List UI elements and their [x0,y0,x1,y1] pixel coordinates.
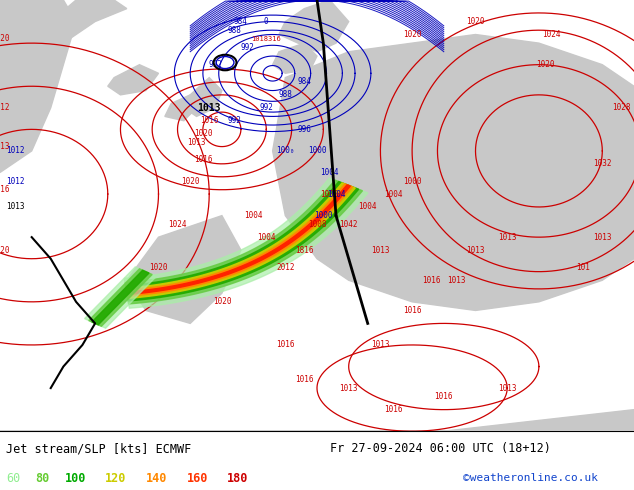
Polygon shape [273,34,634,311]
Text: 1016: 1016 [422,276,441,285]
Text: 1013: 1013 [6,202,25,212]
Polygon shape [126,184,353,296]
Text: 1016: 1016 [434,392,453,401]
Text: 1020: 1020 [466,17,485,26]
Text: 1004: 1004 [244,211,263,220]
Text: 160: 160 [186,472,208,485]
Text: 1016: 1016 [384,405,403,414]
Text: 101: 101 [576,263,590,272]
Text: 1024: 1024 [168,220,187,229]
Text: 100: 100 [65,472,86,485]
Text: 1013: 1013 [447,276,466,285]
Text: 60: 60 [6,472,20,485]
Text: 1012: 1012 [6,147,25,155]
Polygon shape [127,185,351,294]
Text: 1013: 1013 [339,384,358,392]
Text: 1016: 1016 [0,185,10,194]
Text: 0: 0 [264,17,269,26]
Text: 1012: 1012 [0,103,10,112]
Text: 2012: 2012 [276,263,295,272]
Text: 1013: 1013 [187,138,206,147]
Text: 1042: 1042 [339,220,358,229]
Text: Fr 27-09-2024 06:00 UTC (18+12): Fr 27-09-2024 06:00 UTC (18+12) [330,442,550,455]
Text: 1000: 1000 [307,147,327,155]
Text: 1004: 1004 [327,190,346,198]
Text: 996: 996 [297,125,311,134]
Text: 1020: 1020 [149,263,168,272]
Text: 1020: 1020 [403,30,422,39]
Text: 1024: 1024 [542,30,561,39]
Polygon shape [165,95,197,121]
Polygon shape [84,267,157,328]
Text: 1016: 1016 [193,155,212,164]
Polygon shape [126,183,355,298]
Polygon shape [184,77,222,117]
Text: 988: 988 [278,90,292,99]
Polygon shape [0,0,76,172]
Text: 1000: 1000 [320,190,339,198]
Polygon shape [0,410,634,431]
Text: 1028: 1028 [612,103,631,112]
Polygon shape [125,180,363,304]
Text: 1013: 1013 [0,142,10,151]
Text: 1000: 1000 [403,176,422,186]
Text: 1016: 1016 [403,306,422,315]
Text: 1004: 1004 [384,190,403,198]
Polygon shape [279,0,349,52]
Text: Jet stream/SLP [kts] ECMWF: Jet stream/SLP [kts] ECMWF [6,442,191,455]
Text: 992: 992 [209,60,223,69]
Text: 1008: 1008 [307,220,327,229]
Text: 984: 984 [234,17,248,26]
Text: 1020: 1020 [0,245,10,255]
Text: 140: 140 [146,472,167,485]
Text: 988: 988 [228,25,242,35]
Polygon shape [124,178,368,308]
Text: 80: 80 [36,472,49,485]
Text: 1016: 1016 [200,116,219,125]
Polygon shape [92,270,149,325]
Text: 1013: 1013 [593,233,612,242]
Text: 1020: 1020 [193,129,212,138]
Text: 1020: 1020 [0,34,10,43]
Polygon shape [89,269,152,326]
Text: ©weatheronline.co.uk: ©weatheronline.co.uk [463,473,598,483]
Text: 1020: 1020 [536,60,555,69]
Text: 1016: 1016 [276,341,295,349]
Polygon shape [32,0,127,65]
Text: 1816: 1816 [295,245,314,255]
Text: 1013: 1013 [498,233,517,242]
Text: 180: 180 [227,472,249,485]
Text: 1012: 1012 [6,176,25,186]
Text: 1020: 1020 [181,176,200,186]
Text: 1016: 1016 [295,375,314,384]
Polygon shape [126,182,359,301]
Text: 1004: 1004 [320,168,339,177]
Text: 992: 992 [259,103,273,112]
Text: 1013: 1013 [466,245,485,255]
Text: 100₀: 100₀ [276,147,295,155]
Text: 1013: 1013 [371,341,390,349]
Text: 992: 992 [228,116,242,125]
Text: 120: 120 [105,472,127,485]
Text: 1013: 1013 [371,245,390,255]
Polygon shape [273,43,317,74]
Text: 1032: 1032 [593,159,612,169]
Text: 1018316: 1018316 [252,36,281,42]
Text: 992: 992 [240,43,254,52]
Text: 984: 984 [297,77,311,86]
Polygon shape [127,216,241,323]
Text: 1004: 1004 [257,233,276,242]
Text: 1004: 1004 [358,202,377,212]
Text: 1000: 1000 [314,211,333,220]
Text: 1013: 1013 [498,384,517,392]
Text: 1013: 1013 [197,103,221,113]
Polygon shape [108,65,158,95]
Text: 1020: 1020 [212,297,231,306]
